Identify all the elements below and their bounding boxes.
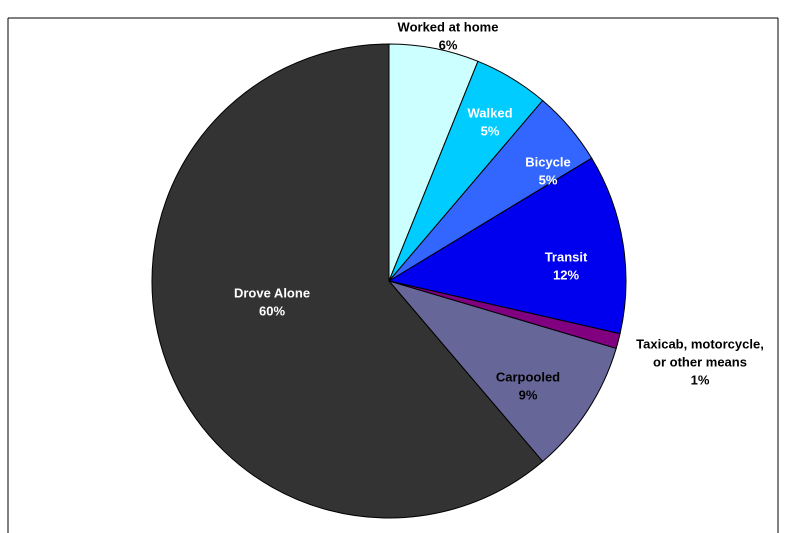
data-label-category: Transit	[545, 250, 588, 265]
data-label-category: Carpooled	[496, 370, 560, 385]
pie-slice-drove-alone	[151, 43, 544, 519]
data-label-category: Taxicab, motorcycle,	[636, 337, 764, 352]
data-label-value: 1%	[691, 373, 710, 388]
data-label-category: Drove Alone	[234, 286, 310, 301]
data-label-value: 5%	[481, 124, 500, 139]
data-label-value: 9%	[519, 388, 538, 403]
data-label-value: 6%	[439, 38, 458, 53]
data-label-category: Worked at home	[398, 20, 499, 35]
data-label-value: 12%	[553, 268, 579, 283]
data-label-category: Bicycle	[525, 155, 571, 170]
pie-slice-carpooled	[387, 280, 617, 463]
data-label-value: 60%	[259, 304, 285, 319]
data-label-category: or other means	[653, 355, 747, 370]
data-label-value: 5%	[539, 173, 558, 188]
data-label-category: Walked	[467, 106, 512, 121]
pie-slice-transit	[387, 157, 627, 335]
